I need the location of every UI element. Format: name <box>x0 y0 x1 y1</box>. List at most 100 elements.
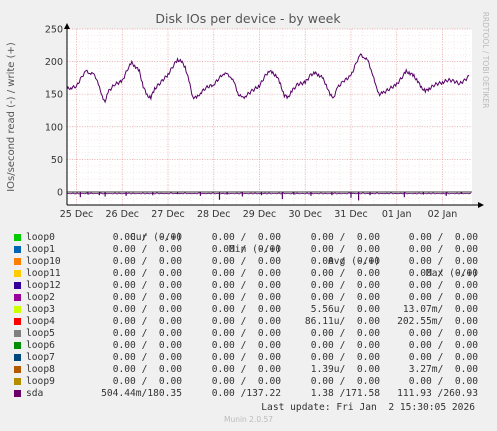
x-tick-label: 30 Dec <box>288 209 322 220</box>
y-axis-arrow <box>64 23 70 29</box>
y-tick-label: 0 <box>57 187 63 198</box>
legend-cur: 0.00 / 0.00 <box>112 244 182 255</box>
legend-cur: 0.00 / 0.00 <box>112 328 182 339</box>
legend-avg: 5.56u/ 0.00 <box>310 304 380 315</box>
x-tick-label: 25 Dec <box>60 209 94 220</box>
legend-avg: 0.00 / 0.00 <box>310 268 380 279</box>
legend-min: 0.00 / 0.00 <box>211 256 281 267</box>
x-tick-label: 29 Dec <box>243 209 277 220</box>
legend-max: 0.00 / 0.00 <box>408 376 478 387</box>
legend-row-loop10: loop10 0.00 / 0.00 0.00 / 0.00 0.00 / 0.00 0… <box>10 256 490 268</box>
legend-max: 13.07m/ 0.00 <box>402 304 478 315</box>
legend-min: 0.00 / 0.00 <box>211 292 281 303</box>
series-sda-read <box>66 192 472 195</box>
legend-avg: 0.00 / 0.00 <box>310 244 380 255</box>
legend-name: loop1 <box>26 244 55 255</box>
legend-row-sda: sda 504.44m/180.35 0.00 /137.22 1.38 /171.5… <box>10 388 490 400</box>
series-group <box>66 53 472 201</box>
legend-row-loop2: loop2 0.00 / 0.00 0.00 / 0.00 0.00 / 0.00 0.… <box>10 292 490 304</box>
legend-max: 111.93 /260.93 <box>397 388 478 399</box>
legend-row-loop8: loop8 0.00 / 0.00 0.00 / 0.00 1.39u/ 0.00 3.… <box>10 364 490 376</box>
rrdtool-credit: RRDTOOL / TOBI OETIKER <box>481 12 490 109</box>
legend-rows: loop0 0.00 / 0.00 0.00 / 0.00 0.00 / 0.00 0.… <box>10 232 490 400</box>
y-tick-label: 50 <box>51 155 63 166</box>
header-cur: Cur (-/+) <box>130 232 182 243</box>
legend-swatch <box>14 342 21 349</box>
legend-cur: 0.00 / 0.00 <box>112 316 182 327</box>
y-tick-label: 250 <box>45 25 63 36</box>
legend-min: 0.00 / 0.00 <box>211 304 281 315</box>
legend-min: 0.00 / 0.00 <box>211 232 281 243</box>
legend-swatch <box>14 282 21 289</box>
legend-cur: 0.00 / 0.00 <box>112 364 182 375</box>
legend-min: 0.00 / 0.00 <box>211 376 281 387</box>
legend-max: 3.27m/ 0.00 <box>408 364 478 375</box>
series-sda-write <box>66 53 470 104</box>
legend-cur: 0.00 / 0.00 <box>112 352 182 363</box>
legend-min: 0.00 /137.22 <box>211 388 281 399</box>
legend-swatch <box>14 246 21 253</box>
y-tick-label: 150 <box>45 90 63 101</box>
legend-min: 0.00 / 0.00 <box>211 364 281 375</box>
legend-cur: 0.00 / 0.00 <box>112 280 182 291</box>
x-tick-label: 01 Jan <box>382 209 412 220</box>
legend-name: loop4 <box>26 316 55 327</box>
legend-min: 0.00 / 0.00 <box>211 340 281 351</box>
legend-row-loop1: loop1 0.00 / 0.00 0.00 / 0.00 0.00 / 0.00 0.… <box>10 244 490 256</box>
legend-name: loop10 <box>26 256 61 267</box>
legend-row-loop11: loop11 0.00 / 0.00 0.00 / 0.00 0.00 / 0.00 0… <box>10 268 490 280</box>
legend-swatch <box>14 270 21 277</box>
legend-row-loop12: loop12 0.00 / 0.00 0.00 / 0.00 0.00 / 0.00 0… <box>10 280 490 292</box>
header-min: Min (-/+) <box>229 244 281 255</box>
legend-row-loop3: loop3 0.00 / 0.00 0.00 / 0.00 5.56u/ 0.00 13… <box>10 304 490 316</box>
legend-avg: 0.00 / 0.00 <box>310 376 380 387</box>
legend-avg: 0.00 / 0.00 <box>310 256 380 267</box>
legend-avg: 0.00 / 0.00 <box>310 328 380 339</box>
x-tick-label: 27 Dec <box>151 209 185 220</box>
header-max: Max (-/+) <box>426 268 478 279</box>
chart: 0 50 100 150 200 250 25 Dec 26 Dec 27 Dec 28 Dec… <box>6 11 490 220</box>
legend-max: 0.00 / 0.00 <box>408 292 478 303</box>
legend-swatch <box>14 378 21 385</box>
legend-row-loop4: loop4 0.00 / 0.00 0.00 / 0.00 86.11u/ 0.00 2… <box>10 316 490 328</box>
legend-avg: 0.00 / 0.00 <box>310 340 380 351</box>
legend-max: 0.00 / 0.00 <box>408 340 478 351</box>
legend-avg: 0.00 / 0.00 <box>310 352 380 363</box>
legend-max: 202.55m/ 0.00 <box>397 316 478 327</box>
legend: Cur (-/+) Min (-/+) Avg (-/+) Max (-/+) … <box>10 220 490 400</box>
legend-name: loop11 <box>26 268 61 279</box>
legend-max: 0.00 / 0.00 <box>408 352 478 363</box>
legend-row-loop5: loop5 0.00 / 0.00 0.00 / 0.00 0.00 / 0.00 0.… <box>10 328 490 340</box>
legend-cur: 0.00 / 0.00 <box>112 304 182 315</box>
legend-cur: 0.00 / 0.00 <box>112 256 182 267</box>
y-tick-label: 100 <box>45 122 63 133</box>
legend-name: loop6 <box>26 340 55 351</box>
legend-avg: 1.39u/ 0.00 <box>310 364 380 375</box>
legend-swatch <box>14 390 21 397</box>
legend-row-loop9: loop9 0.00 / 0.00 0.00 / 0.00 0.00 / 0.00 0.… <box>10 376 490 388</box>
legend-cur: 0.00 / 0.00 <box>112 268 182 279</box>
legend-min: 0.00 / 0.00 <box>211 244 281 255</box>
x-tick-label: 02 Jan <box>428 209 458 220</box>
legend-cur: 0.00 / 0.00 <box>112 232 182 243</box>
legend-max: 0.00 / 0.00 <box>408 256 478 267</box>
legend-avg: 86.11u/ 0.00 <box>304 316 380 327</box>
y-tick-label: 200 <box>45 57 63 68</box>
legend-max: 0.00 / 0.00 <box>408 280 478 291</box>
legend-row-loop6: loop6 0.00 / 0.00 0.00 / 0.00 0.00 / 0.00 0.… <box>10 340 490 352</box>
legend-avg: 0.00 / 0.00 <box>310 280 380 291</box>
legend-min: 0.00 / 0.00 <box>211 268 281 279</box>
legend-swatch <box>14 306 21 313</box>
legend-min: 0.00 / 0.00 <box>211 352 281 363</box>
legend-avg: 1.38 /171.58 <box>310 388 380 399</box>
legend-name: loop2 <box>26 292 55 303</box>
legend-name: loop9 <box>26 376 55 387</box>
legend-cur: 0.00 / 0.00 <box>112 340 182 351</box>
legend-max: 0.00 / 0.00 <box>408 232 478 243</box>
munin-version: Munin 2.0.57 <box>223 415 274 424</box>
legend-min: 0.00 / 0.00 <box>211 316 281 327</box>
legend-swatch <box>14 354 21 361</box>
legend-avg: 0.00 / 0.00 <box>310 292 380 303</box>
legend-cur: 0.00 / 0.00 <box>112 376 182 387</box>
legend-header: Cur (-/+) Min (-/+) Avg (-/+) Max (-/+) <box>10 220 490 279</box>
